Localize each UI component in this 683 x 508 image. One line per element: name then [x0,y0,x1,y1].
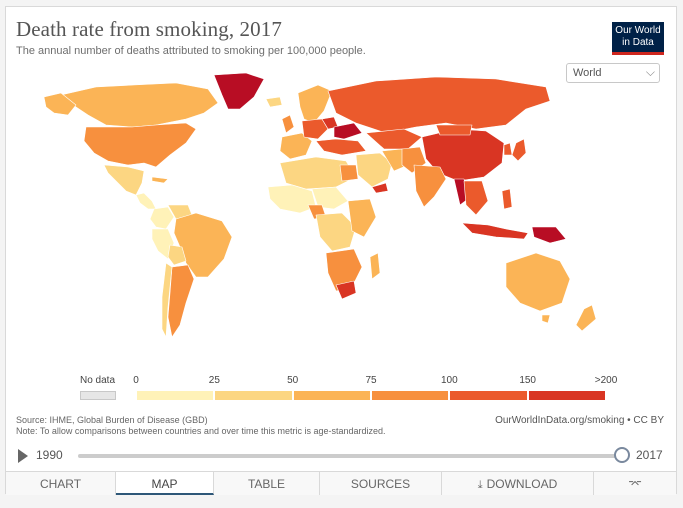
share-icon: ⌤ [628,477,642,491]
logo-line-1: Our World [615,25,661,36]
country-canada [60,82,219,128]
country-west-africa [267,184,317,214]
country-chile [161,262,173,338]
country-madagascar [369,252,381,280]
legend-nodata-swatch [80,391,116,400]
country-middle-east [355,152,393,188]
download-icon: ⤓ [477,479,483,491]
country-central-africa [315,212,357,252]
country-central-america [135,192,157,210]
legend-bin [371,390,450,401]
legend-nodata-label: No data [80,375,116,386]
country-mexico [103,164,145,196]
country-south-africa [335,280,357,300]
tab-bar: CHART MAP TABLE SOURCES ⤓ DOWNLOAD ⌤ [6,471,676,495]
source-note: Source: IHME, Global Burden of Disease (… [16,415,386,437]
chart-subtitle: The annual number of deaths attributed t… [16,45,366,57]
country-france-spain [279,132,313,160]
legend-bin [527,390,606,401]
logo-line-2: in Data [622,37,654,48]
chart-title: Death rate from smoking, 2017 [16,17,282,41]
country-brazil [173,212,233,278]
timeline-start-year: 1990 [36,448,63,462]
timeline-track[interactable] [78,454,620,458]
color-legend: No data 0 25 50 75 100 150 >200 [80,369,620,409]
country-central-europe [301,118,329,140]
country-iceland [265,96,283,108]
country-cuba [151,176,169,184]
license-link[interactable]: OurWorldInData.org/smoking • CC BY [495,415,664,426]
legend-bin [136,390,215,401]
legend-bin [292,390,371,401]
country-ukraine [333,122,363,140]
country-new-zealand [575,304,597,332]
country-indonesia [461,222,529,240]
legend-tick-label: >200 [594,375,618,386]
country-egypt [339,164,359,182]
country-india [413,164,447,208]
country-korea [503,142,513,156]
note-line: Note: To allow comparisons between count… [16,426,386,436]
country-southeast-asia [463,180,489,216]
legend-bin [449,390,528,401]
legend-bin [214,390,293,401]
legend-tick-label: 25 [208,375,220,386]
chevron-down-icon: ⌵ [645,65,655,79]
country-philippines [501,188,513,210]
play-icon[interactable] [18,449,28,463]
tab-download-label: DOWNLOAD [486,477,558,491]
owid-logo[interactable]: Our World in Data [612,22,664,55]
tab-sources[interactable]: SOURCES [320,472,442,495]
source-line: Source: IHME, Global Burden of Disease (… [16,415,208,425]
timeline: 1990 2017 [16,447,666,465]
country-kazakhstan [365,128,423,150]
tab-share[interactable]: ⌤ [594,472,676,495]
country-bolivia [167,244,187,266]
tab-chart[interactable]: CHART [6,472,116,495]
region-select-value: World [573,67,602,79]
country-alaska [43,92,77,116]
tab-chart-label: CHART [39,477,82,491]
country-peru [151,228,175,260]
legend-tick-label: 150 [519,375,536,386]
country-japan [511,138,527,162]
chart-frame: Death rate from smoking, 2017 The annual… [5,6,677,495]
tab-download[interactable]: ⤓ DOWNLOAD [442,472,594,495]
country-sahel [311,186,349,210]
country-mongolia [435,124,473,136]
country-colombia [149,206,175,230]
country-greenland [213,72,265,110]
country-yemen [371,182,389,194]
tab-table-label: TABLE [247,477,286,491]
country-balkans-turkey [315,138,367,156]
country-east-africa [347,198,377,238]
country-north-africa [279,156,357,190]
timeline-end-year: 2017 [636,448,663,462]
legend-tick-label: 50 [287,375,299,386]
country-australia [505,252,571,312]
legend-tick-label: 100 [440,375,458,386]
country-russia [327,76,551,134]
world-map [43,72,597,338]
region-select[interactable]: World ⌵ [566,63,660,83]
country-scandinavia [297,84,333,124]
country-uk [281,114,295,134]
tab-map-label: MAP [151,477,178,491]
timeline-handle[interactable] [614,447,630,463]
country-papua [531,226,567,244]
country-tasmania [541,314,551,324]
country-argentina [167,264,195,338]
tab-sources-label: SOURCES [350,477,411,491]
legend-tick-label: 75 [365,375,377,386]
legend-tick-label: 0 [133,375,139,386]
country-usa [83,122,197,168]
tab-map[interactable]: MAP [116,472,214,495]
tab-table[interactable]: TABLE [214,472,320,495]
